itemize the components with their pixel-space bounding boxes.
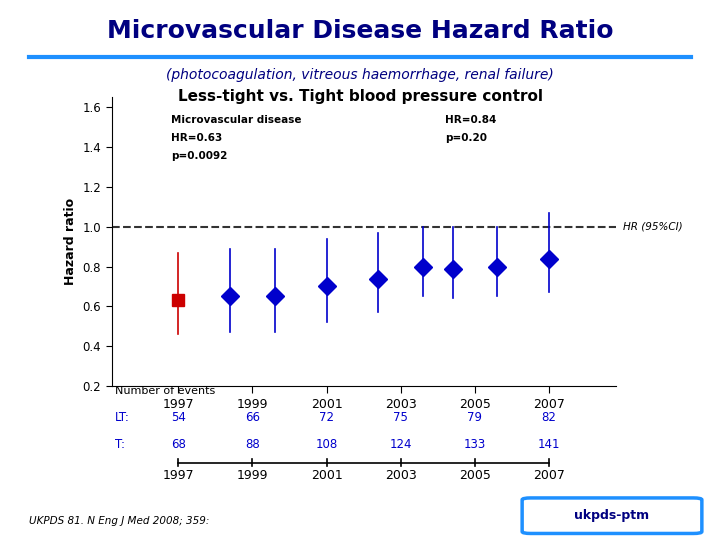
Text: 82: 82	[541, 411, 557, 424]
Text: HR=0.63: HR=0.63	[171, 133, 222, 143]
Text: 2007: 2007	[533, 469, 564, 482]
Text: (photocoagulation, vitreous haemorrhage, renal failure): (photocoagulation, vitreous haemorrhage,…	[166, 68, 554, 82]
Text: 2003: 2003	[384, 469, 417, 482]
Text: Number of events: Number of events	[115, 386, 215, 396]
Text: Less-tight vs. Tight blood pressure control: Less-tight vs. Tight blood pressure cont…	[178, 89, 542, 104]
Text: 75: 75	[393, 411, 408, 424]
Text: 2005: 2005	[459, 469, 491, 482]
Text: Microvascular disease: Microvascular disease	[171, 115, 302, 125]
Text: 141: 141	[538, 438, 560, 451]
Text: UKPDS 81. N Eng J Med 2008; 359:: UKPDS 81. N Eng J Med 2008; 359:	[29, 516, 210, 526]
Text: 79: 79	[467, 411, 482, 424]
Text: HR=0.84: HR=0.84	[445, 115, 497, 125]
Text: 54: 54	[171, 411, 186, 424]
FancyBboxPatch shape	[522, 498, 702, 534]
Text: T:: T:	[115, 438, 125, 451]
Text: 72: 72	[319, 411, 334, 424]
Text: p=0.20: p=0.20	[445, 133, 487, 143]
Text: 2001: 2001	[310, 469, 343, 482]
Text: 68: 68	[171, 438, 186, 451]
Text: HR (95%CI): HR (95%CI)	[623, 222, 682, 232]
Text: 1997: 1997	[163, 469, 194, 482]
Text: 124: 124	[390, 438, 412, 451]
Text: LT:: LT:	[115, 411, 130, 424]
Text: 108: 108	[315, 438, 338, 451]
Y-axis label: Hazard ratio: Hazard ratio	[64, 198, 77, 285]
Text: Microvascular Disease Hazard Ratio: Microvascular Disease Hazard Ratio	[107, 19, 613, 43]
Text: 1999: 1999	[237, 469, 268, 482]
Text: 88: 88	[245, 438, 260, 451]
Text: ukpds-ptm: ukpds-ptm	[575, 509, 649, 522]
Text: 133: 133	[464, 438, 486, 451]
Text: 66: 66	[245, 411, 260, 424]
Text: p=0.0092: p=0.0092	[171, 151, 228, 161]
